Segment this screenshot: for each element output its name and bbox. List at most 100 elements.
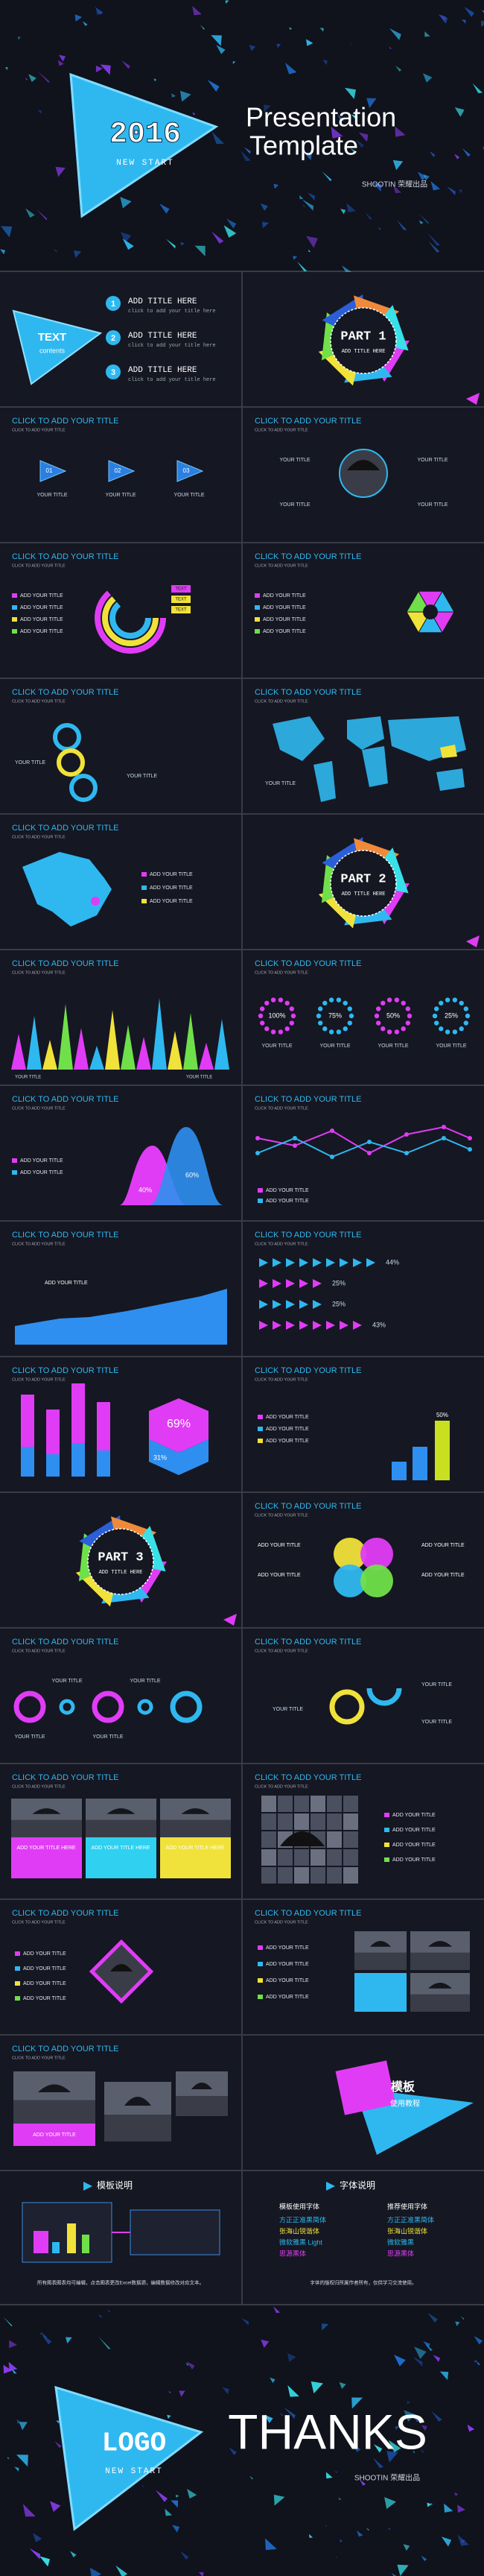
petal (360, 1538, 393, 1570)
shard (462, 148, 471, 157)
map-label: YOUR TITLE (265, 781, 296, 786)
shard (264, 2414, 273, 2424)
shard (395, 126, 406, 137)
shard (211, 131, 225, 145)
map-region (347, 716, 384, 750)
font-name: 思源黑体 (387, 2249, 414, 2257)
legend-label: ADD YOUR TITLE (266, 1962, 309, 1967)
shard (338, 2497, 342, 2501)
shard (176, 2494, 179, 2498)
slide: TEXT contents 1 ADD TITLE HERE click to add … (0, 272, 241, 406)
legend-label: ADD YOUR TITLE (263, 605, 306, 610)
legend-label: ADD YOUR TITLE (266, 1199, 309, 1204)
shard (392, 184, 401, 194)
spike (89, 1046, 104, 1070)
shard (395, 65, 402, 72)
grid-tile (343, 1796, 358, 1812)
spike (214, 1019, 229, 1070)
dot (259, 1006, 265, 1011)
dot (259, 1020, 265, 1026)
legend-swatch (258, 1415, 263, 1419)
shard (421, 2555, 427, 2562)
dot (316, 1013, 322, 1019)
step-number: 03 (183, 467, 190, 474)
slide: CLICK TO ADD YOUR TITLE CLICK TO ADD YOUR… (243, 950, 484, 1085)
legend-swatch (12, 629, 17, 634)
spike (27, 1016, 42, 1070)
dot (452, 997, 458, 1003)
shard (481, 10, 484, 13)
legend-swatch (258, 1962, 263, 1966)
shard (260, 203, 269, 211)
legend-swatch (258, 1427, 263, 1431)
dot (317, 1020, 323, 1026)
legend-swatch (15, 1996, 20, 2001)
shard (153, 78, 157, 82)
hex-pct: 69% (167, 1418, 191, 1430)
shard (461, 19, 466, 24)
tag-bg (171, 606, 191, 613)
font-name: 张海山锐谐体 (279, 2226, 319, 2235)
slide-subtitle: CLICK TO ADD YOUR TITLE (12, 2056, 66, 2060)
cover-title-1: Presentation (246, 102, 396, 133)
shard (185, 2362, 189, 2367)
shard (36, 209, 48, 221)
petal-label: ADD YOUR TITLE (258, 1543, 301, 1548)
slide-title: CLICK TO ADD YOUR TITLE (12, 2045, 118, 2053)
slide: CLICK TO ADD YOUR TITLE CLICK TO ADD YOUR… (0, 815, 241, 949)
dot (328, 997, 334, 1003)
dot (433, 1006, 439, 1011)
dot (317, 1006, 323, 1011)
shard (296, 261, 308, 272)
slide-bg (243, 1629, 484, 1763)
arrow (299, 1321, 308, 1330)
shard (305, 153, 312, 161)
shard (0, 249, 6, 255)
legend-swatch (15, 1951, 20, 1956)
shard (200, 25, 206, 30)
shard (322, 60, 328, 66)
photo-caption: ADD YOUR TITLE HERE (165, 1846, 224, 1851)
cover-title-2: Template (249, 130, 358, 161)
part-title: PART 2 (340, 872, 386, 886)
shard (378, 227, 381, 231)
shard (397, 2564, 409, 2576)
shard (58, 54, 66, 62)
legend-label: ADD YOUR TITLE (23, 1981, 66, 1986)
photo-umbrella (191, 2083, 212, 2089)
font-name: 方正正准黑简体 (279, 2215, 326, 2223)
shard (181, 242, 185, 246)
slide-title: CLICK TO ADD YOUR TITLE (255, 688, 361, 697)
grid-tile (343, 1849, 358, 1866)
bar-top (46, 1409, 60, 1454)
shard (460, 2315, 465, 2320)
slide-title: CLICK TO ADD YOUR TITLE (255, 1502, 361, 1511)
hexagon-lower (149, 1439, 208, 1475)
shard (3, 2317, 13, 2326)
slide-subtitle: CLICK TO ADD YOUR TITLE (255, 1513, 308, 1518)
arrow (259, 1258, 268, 1267)
petal-label: ADD YOUR TITLE (258, 1573, 301, 1578)
shard (389, 28, 401, 40)
shard (179, 2551, 189, 2560)
ring-label: YOUR TITLE (14, 1734, 45, 1740)
petal-label: ADD YOUR TITLE (421, 1543, 465, 1548)
petal-label: ADD YOUR TITLE (421, 1573, 465, 1578)
shard (98, 2314, 102, 2318)
photo-umbrella (428, 1941, 452, 1947)
dot (348, 1013, 354, 1019)
shard (107, 2309, 111, 2313)
hex-pct: 31% (153, 1453, 167, 1461)
shard (8, 2361, 18, 2371)
arrow (286, 1258, 295, 1267)
shard (422, 73, 433, 83)
arrow (299, 1279, 308, 1288)
dot (459, 1000, 464, 1006)
shard (474, 2335, 483, 2345)
dot (290, 1013, 296, 1019)
line-dot (255, 1136, 260, 1140)
shard (270, 2377, 276, 2384)
grid-tile (327, 1796, 342, 1812)
shard (287, 2385, 299, 2397)
line-dot (255, 1151, 260, 1155)
